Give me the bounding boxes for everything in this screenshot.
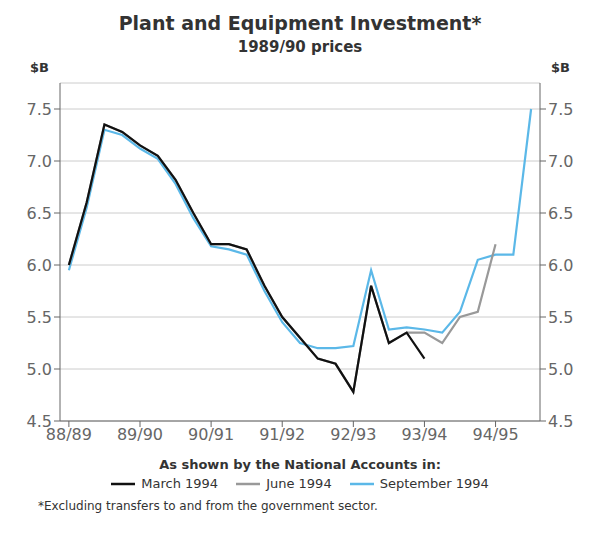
svg-text:5.5: 5.5 [548, 308, 573, 327]
svg-text:7.0: 7.0 [27, 152, 52, 171]
html-text:March 1994: March 1994 [141, 476, 219, 491]
svg-text:89/90: 89/90 [117, 425, 163, 444]
html-text:June 1994: June 1994 [266, 476, 332, 491]
html-text:As shown by the National Accou: As shown by the National Accounts in: [159, 457, 441, 472]
svg-text:6.5: 6.5 [27, 204, 52, 223]
html-text:$B: $B [30, 60, 49, 75]
svg-text:5.5: 5.5 [27, 308, 52, 327]
svg-text:6.0: 6.0 [548, 256, 573, 275]
svg-text:7.5: 7.5 [548, 100, 573, 119]
svg-text:93/94: 93/94 [401, 425, 447, 444]
svg-text:90/91: 90/91 [188, 425, 234, 444]
svg-text:7.0: 7.0 [548, 152, 573, 171]
svg-text:5.0: 5.0 [27, 360, 52, 379]
html-text:$B: $B [551, 60, 570, 75]
svg-text:4.5: 4.5 [27, 412, 52, 431]
html-text:Plant and Equipment Investment: Plant and Equipment Investment* [118, 12, 482, 34]
svg-text:7.5: 7.5 [27, 100, 52, 119]
html-text:September 1994: September 1994 [379, 476, 489, 491]
svg-text:6.0: 6.0 [27, 256, 52, 275]
svg-text:5.0: 5.0 [548, 360, 573, 379]
svg-text:88/89: 88/89 [46, 425, 92, 444]
svg-text:91/92: 91/92 [259, 425, 305, 444]
svg-text:94/95: 94/95 [473, 425, 519, 444]
svg-text:4.5: 4.5 [548, 412, 573, 431]
svg-text:6.5: 6.5 [548, 204, 573, 223]
svg-text:92/93: 92/93 [330, 425, 376, 444]
html-text:*Excluding transfers to and fr: *Excluding transfers to and from the gov… [38, 499, 378, 513]
html-text:1989/90 prices: 1989/90 prices [237, 38, 363, 56]
